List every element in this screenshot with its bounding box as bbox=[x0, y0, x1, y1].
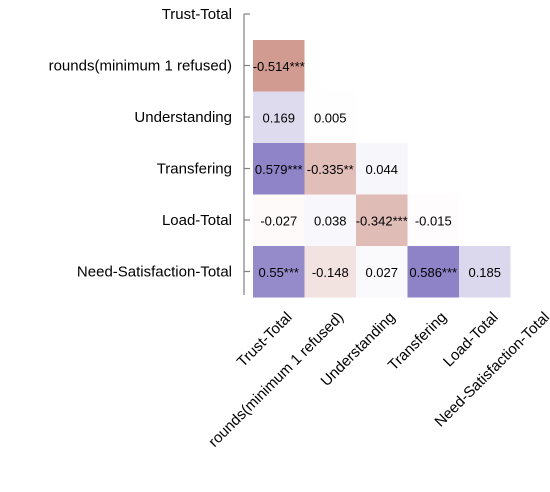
cell-value-label: -0.335** bbox=[307, 162, 354, 177]
heatmap-cell bbox=[304, 143, 356, 195]
cell-value-label: -0.514*** bbox=[253, 59, 305, 74]
heatmap-cell bbox=[356, 194, 408, 246]
cell-value-label: 0.044 bbox=[365, 162, 398, 177]
cell-value-label: 0.579*** bbox=[255, 162, 303, 177]
row-label: Understanding bbox=[134, 109, 232, 126]
heatmap-cell bbox=[253, 194, 305, 246]
heatmap-cell bbox=[407, 194, 459, 246]
heatmap-cell bbox=[356, 246, 408, 298]
cell-value-label: -0.027 bbox=[260, 213, 297, 228]
cell-value-label: 0.185 bbox=[468, 265, 501, 280]
axis-layer bbox=[243, 13, 250, 295]
cell-value-label: 0.038 bbox=[314, 213, 347, 228]
cell-value-label: 0.005 bbox=[314, 110, 347, 125]
cell-value-label: 0.586*** bbox=[409, 265, 457, 280]
cell-value-label: -0.342*** bbox=[356, 213, 408, 228]
heatmap-cell bbox=[304, 246, 356, 298]
heatmap-cell bbox=[356, 143, 408, 195]
heatmap-cell bbox=[253, 40, 305, 92]
cell-value-label: 0.027 bbox=[365, 265, 398, 280]
heatmap-cell bbox=[253, 143, 305, 195]
row-label: Trust-Total bbox=[162, 6, 232, 23]
cell-value-label: -0.148 bbox=[312, 265, 349, 280]
heatmap-cell bbox=[253, 91, 305, 143]
row-label: rounds(minimum 1 refused) bbox=[49, 58, 232, 75]
cells-layer: -0.514*** 0.169 0.005 0.579*** -0.335** 0.044… bbox=[253, 40, 511, 298]
row-label: Load-Total bbox=[162, 212, 232, 229]
heatmap-cell bbox=[253, 246, 305, 298]
heatmap-cell bbox=[304, 91, 356, 143]
heatmap-cell bbox=[304, 194, 356, 246]
heatmap-cell bbox=[407, 246, 459, 298]
row-label: Need-Satisfaction-Total bbox=[77, 264, 232, 281]
cell-value-label: 0.169 bbox=[262, 110, 295, 125]
row-label: Transfering bbox=[157, 161, 232, 178]
cell-value-label: -0.015 bbox=[415, 213, 452, 228]
heatmap-cell bbox=[459, 246, 511, 298]
cell-value-label: 0.55*** bbox=[259, 265, 299, 280]
